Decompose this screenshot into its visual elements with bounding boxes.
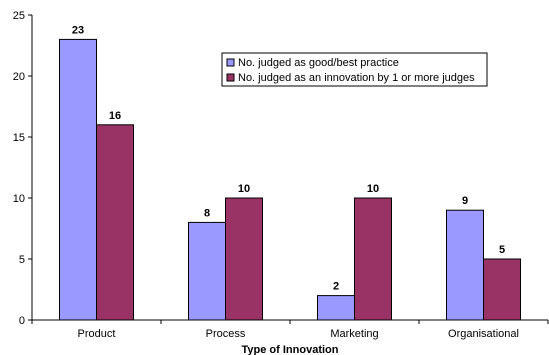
y-tick-label: 5: [19, 254, 25, 266]
y-tick-label: 0: [19, 315, 25, 327]
legend-label-series-2: No. judged as an innovation by 1 or more…: [238, 72, 475, 84]
data-label-series-2-product: 16: [109, 110, 121, 122]
data-label-series-2-process: 10: [238, 183, 250, 195]
data-label-series-2-marketing: 10: [367, 183, 379, 195]
bar-series-2-product: [96, 124, 134, 321]
y-tick-label: 15: [13, 132, 25, 144]
data-labels: 23 16 8 10 2 10 9 5: [72, 24, 505, 292]
y-axis-ticks: 0 5 10 15 20 25: [13, 10, 32, 327]
legend-swatch-series-1: [226, 58, 235, 67]
bar-series-1-process: [188, 221, 226, 321]
x-tick-label: Product: [78, 328, 116, 340]
data-label-series-2-organisational: 5: [499, 244, 505, 256]
bar-series-1-organisational: [446, 209, 484, 321]
y-tick-label: 25: [13, 10, 25, 22]
legend-box: [221, 52, 488, 87]
bar-series-2-marketing: [354, 197, 392, 321]
x-axis-ticks: Product Process Marketing Organisational: [31, 320, 549, 340]
legend-swatch-series-2: [226, 73, 235, 82]
x-axis-title: Type of Innovation: [242, 344, 339, 355]
data-label-series-1-organisational: 9: [462, 195, 468, 207]
y-tick-label: 10: [13, 193, 25, 205]
x-tick-label: Process: [206, 328, 246, 340]
data-label-series-1-marketing: 2: [333, 281, 339, 293]
y-tick-label: 20: [13, 71, 25, 83]
bar-series-1-product: [59, 38, 97, 321]
bar-series-2-organisational: [483, 258, 521, 321]
x-tick-label: Organisational: [448, 328, 519, 340]
legend-label-series-1: No. judged as good/best practice: [238, 57, 399, 69]
bars: [59, 38, 521, 321]
bar-series-2-process: [225, 197, 263, 321]
data-label-series-1-process: 8: [204, 207, 210, 219]
bar-series-1-marketing: [317, 295, 355, 321]
data-label-series-1-product: 23: [72, 24, 84, 36]
legend: No. judged as good/best practice No. jud…: [221, 52, 488, 87]
x-tick-label: Marketing: [330, 328, 378, 340]
